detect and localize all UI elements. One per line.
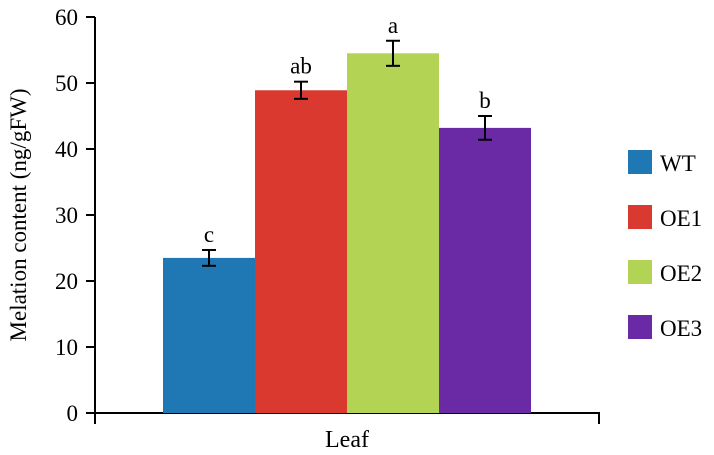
- legend-item-oe2: OE2: [628, 260, 702, 286]
- bars: [163, 53, 531, 414]
- legend-swatch: [628, 260, 652, 284]
- y-tick-label: 50: [55, 71, 78, 96]
- y-tick-label: 40: [55, 137, 78, 162]
- legend: WT OE1 OE2 OE3: [628, 150, 702, 341]
- error-bar-oe3: [478, 115, 492, 141]
- y-axis-title: Melation content (ng/gFW): [6, 89, 31, 342]
- error-bars: [202, 39, 492, 267]
- legend-swatch: [628, 315, 652, 339]
- legend-label: WT: [660, 151, 696, 176]
- y-tick-label: 30: [55, 203, 78, 228]
- y-ticks: 0 10 20 30 40 50 60: [55, 5, 95, 426]
- bar-oe2: [347, 53, 439, 414]
- legend-item-oe1: OE1: [628, 205, 702, 231]
- significance-label-oe3: b: [479, 88, 491, 113]
- legend-label: OE1: [660, 206, 702, 231]
- bar-oe3: [439, 127, 531, 413]
- legend-label: OE3: [660, 316, 702, 341]
- significance-label-wt: c: [204, 222, 214, 247]
- legend-item-wt: WT: [628, 150, 696, 176]
- error-bar-oe1: [294, 80, 308, 100]
- legend-swatch: [628, 150, 652, 174]
- y-tick-label: 20: [55, 269, 78, 294]
- bar-oe1: [255, 90, 347, 413]
- bar-wt: [163, 257, 255, 413]
- y-tick-label: 0: [67, 401, 79, 426]
- y-tick-label: 60: [55, 5, 78, 30]
- legend-item-oe3: OE3: [628, 315, 702, 341]
- error-bar-oe2: [386, 39, 400, 67]
- legend-swatch: [628, 205, 652, 229]
- y-tick-label: 10: [55, 335, 78, 360]
- legend-label: OE2: [660, 261, 702, 286]
- significance-label-oe1: ab: [290, 54, 312, 79]
- x-axis-title: Leaf: [325, 427, 369, 453]
- significance-label-oe2: a: [388, 13, 398, 38]
- error-bar-wt: [202, 248, 216, 267]
